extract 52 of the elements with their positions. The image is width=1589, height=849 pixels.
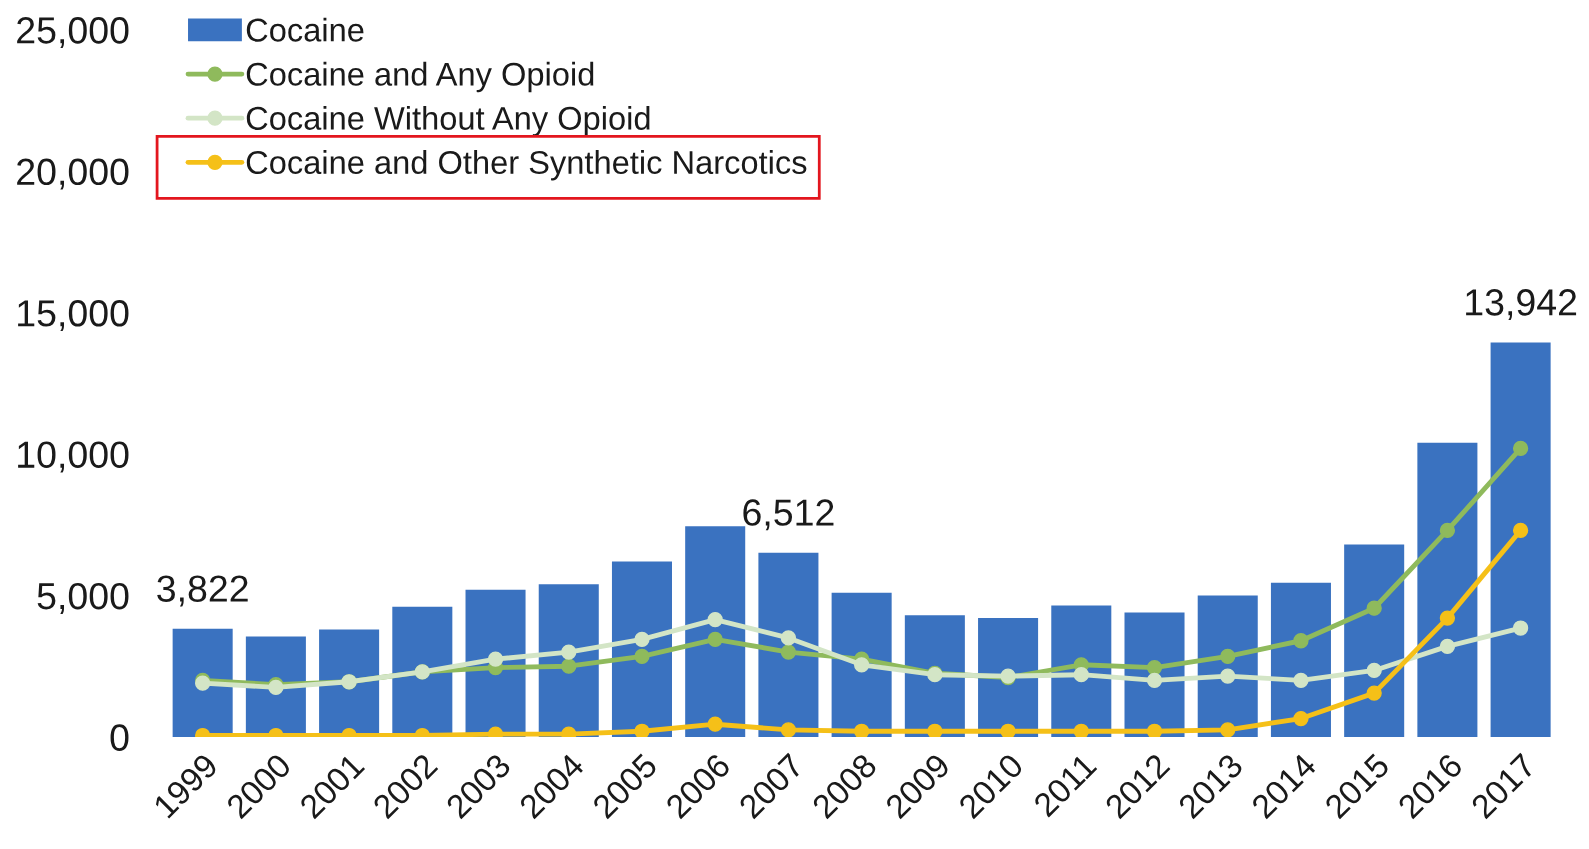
y-tick-label: 0 xyxy=(110,724,129,751)
y-tick-label: 15,000 xyxy=(18,300,129,331)
bar xyxy=(1417,442,1478,737)
point xyxy=(634,648,650,664)
legend-label: Cocaine and Any Opioid xyxy=(246,61,594,93)
point xyxy=(561,644,577,660)
data-label: 3,822 xyxy=(157,575,248,607)
legend-label: Cocaine Without Any Opioid xyxy=(246,105,650,137)
point xyxy=(1220,648,1236,664)
point xyxy=(487,651,504,667)
point xyxy=(1366,662,1382,679)
point xyxy=(1146,659,1163,676)
point xyxy=(1146,723,1163,737)
data-label: 13,942 xyxy=(1466,289,1577,321)
point xyxy=(1512,620,1529,636)
point xyxy=(780,630,797,646)
point xyxy=(1293,633,1309,649)
bar xyxy=(1490,342,1551,737)
point xyxy=(1073,667,1089,683)
point xyxy=(1293,710,1309,727)
legend-label: Cocaine xyxy=(246,17,364,42)
point xyxy=(707,611,723,628)
point xyxy=(853,723,870,737)
point xyxy=(853,657,870,673)
y-tick-label: 5,000 xyxy=(37,582,129,614)
point xyxy=(1439,522,1456,539)
point xyxy=(1512,440,1529,457)
y-tick-label: 20,000 xyxy=(17,158,129,190)
point xyxy=(1146,672,1163,688)
point xyxy=(1293,672,1309,688)
point xyxy=(707,631,723,647)
point xyxy=(561,658,577,674)
point xyxy=(1220,668,1236,684)
point xyxy=(927,723,943,737)
point xyxy=(780,722,797,737)
point xyxy=(780,644,797,660)
point xyxy=(1220,722,1236,737)
bar xyxy=(172,628,233,737)
point xyxy=(1073,723,1089,737)
point xyxy=(1366,600,1382,616)
point xyxy=(1439,638,1456,655)
point xyxy=(634,723,650,737)
point xyxy=(1512,522,1529,539)
point xyxy=(1439,610,1456,626)
point xyxy=(634,631,650,647)
point xyxy=(1000,723,1016,737)
y-tick-label: 10,000 xyxy=(18,441,129,473)
legend-label: Cocaine and Other Synthetic Narcotics xyxy=(246,150,807,181)
point xyxy=(1366,685,1382,701)
data-label: 6,512 xyxy=(743,499,834,531)
y-tick-label: 25,000 xyxy=(17,17,129,49)
point xyxy=(707,716,723,732)
